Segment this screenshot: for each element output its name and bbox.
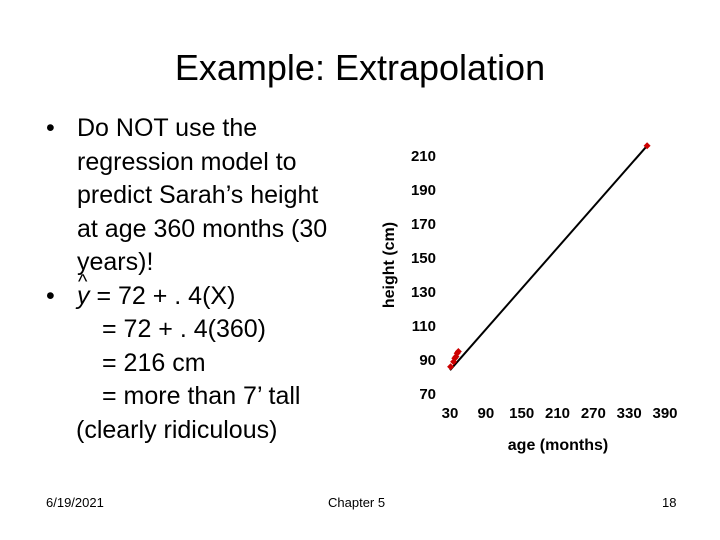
bullet-2-line-1: • y ^ = 72 + . 4(X) xyxy=(46,271,376,314)
x-tick-label: 90 xyxy=(477,405,494,422)
data-point xyxy=(452,353,460,361)
y-tick-label: 130 xyxy=(411,284,436,301)
y-tick-label: 70 xyxy=(419,386,436,403)
bullet-2-line-3: = 216 cm xyxy=(102,348,206,377)
bullet-1-text-1: Do NOT use the xyxy=(77,114,258,142)
bullet-1-line-1: • Do NOT use the xyxy=(46,112,376,146)
y-tick-label: 110 xyxy=(412,318,436,335)
x-tick-label: 390 xyxy=(652,405,677,422)
plot-area: 210 190 170 150 130 110 90 70 30 90 150 210 270 330 39… xyxy=(411,142,678,422)
x-tick-label: 270 xyxy=(581,405,606,422)
footer-chapter: Chapter 5 xyxy=(328,495,386,510)
x-axis-label: age (months) xyxy=(508,437,608,454)
x-tick-label: 210 xyxy=(545,405,570,422)
x-tick-label: 330 xyxy=(617,405,642,422)
y-hat-letter: y xyxy=(77,281,90,310)
bullet-dot: • xyxy=(46,281,55,310)
bullet-1-line-3: predict Sarah’s height xyxy=(77,181,319,209)
slide-title: Example: Extrapolation xyxy=(174,47,546,88)
bullet-list: • Do NOT use the regression model to pred… xyxy=(46,112,376,447)
y-tick-label: 150 xyxy=(411,250,436,267)
bullet-2-line-5: (clearly ridiculous) xyxy=(76,415,278,444)
bullet-2-text-1: = 72 + . 4(X) xyxy=(89,281,236,310)
regression-line xyxy=(449,145,648,371)
y-hat-symbol: y ^ xyxy=(77,271,90,314)
bullet-2-line-4: = more than 7’ tall xyxy=(102,382,301,410)
y-tick-label: 190 xyxy=(411,182,436,199)
footer-date: 6/19/2021 xyxy=(46,495,104,510)
y-tick-label: 210 xyxy=(411,148,436,165)
bullet-1-line-4: at age 360 months (30 xyxy=(77,214,328,243)
data-point xyxy=(447,363,455,371)
y-axis-label: height (cm) xyxy=(381,222,398,308)
x-tick-label: 30 xyxy=(442,405,459,422)
bullet-1-line-2: regression model to xyxy=(77,147,297,176)
data-point xyxy=(454,348,462,355)
scatter-chart: 210 190 170 150 130 110 90 70 30 90 150 210 270 330 39… xyxy=(381,142,678,454)
x-tick-label: 150 xyxy=(509,405,534,422)
y-tick-label: 90 xyxy=(419,352,436,369)
y-hat-caret: ^ xyxy=(78,270,88,293)
bullet-1-line-5: years)! xyxy=(77,248,154,276)
bullet-dot: • xyxy=(46,114,55,142)
bullet-2-line-2: = 72 + . 4(360) xyxy=(102,315,267,343)
footer-page-number: 18 xyxy=(662,495,677,510)
y-tick-label: 170 xyxy=(411,216,436,233)
data-point xyxy=(643,142,651,150)
